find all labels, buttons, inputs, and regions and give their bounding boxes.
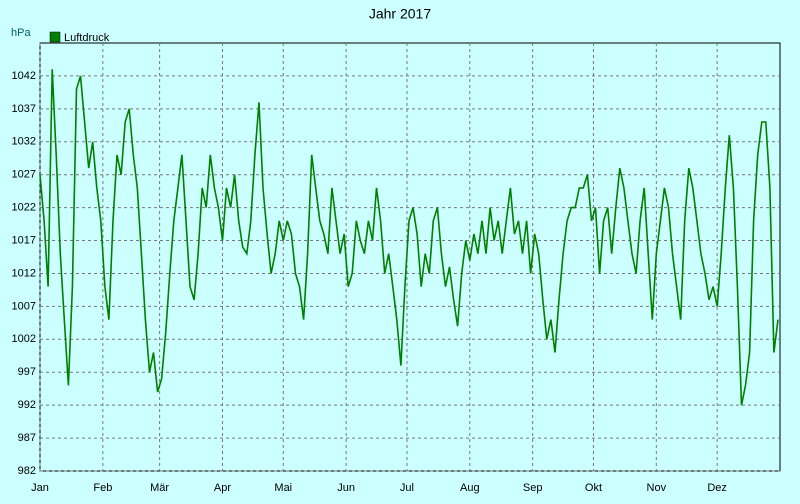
x-tick-label: Jun — [337, 482, 355, 494]
legend-swatch — [49, 31, 61, 43]
x-tick-label: Sep — [523, 482, 543, 494]
x-tick-label: Mai — [274, 482, 292, 494]
x-tick-label: Jan — [31, 482, 49, 494]
y-tick-label: 1007 — [12, 300, 36, 312]
y-tick-label: 1027 — [12, 169, 36, 181]
y-tick-label: 987 — [18, 432, 36, 444]
y-axis-label: hPa — [11, 27, 31, 39]
x-tick-label: Jul — [400, 482, 414, 494]
x-tick-label: Mär — [150, 482, 169, 494]
x-tick-label: Aug — [460, 482, 480, 494]
y-tick-label: 1017 — [12, 234, 36, 246]
y-tick-label: 992 — [18, 399, 36, 411]
y-tick-label: 1022 — [12, 202, 36, 214]
data-line — [39, 69, 779, 406]
y-tick-label: 1012 — [12, 267, 36, 279]
y-tick-label: 1042 — [12, 70, 36, 82]
plot-area — [39, 42, 781, 472]
y-tick-label: 1002 — [12, 333, 36, 345]
x-tick-label: Dez — [707, 482, 727, 494]
legend-label: Luftdruck — [64, 32, 110, 44]
chart-title: Jahr 2017 — [369, 6, 431, 22]
x-tick-label: Nov — [647, 482, 667, 494]
x-tick-label: Feb — [93, 482, 112, 494]
x-tick-label: Okt — [585, 482, 602, 494]
y-tick-label: 997 — [18, 366, 36, 378]
x-tick-label: Apr — [214, 482, 231, 494]
y-tick-label: 1032 — [12, 136, 36, 148]
y-tick-label: 982 — [18, 465, 36, 477]
y-tick-label: 1037 — [12, 103, 36, 115]
